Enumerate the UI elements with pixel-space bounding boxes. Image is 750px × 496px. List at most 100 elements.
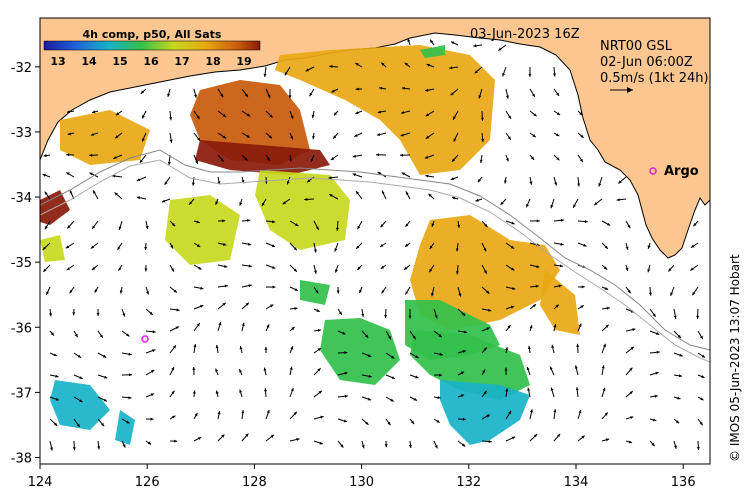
current-vector-head [65,245,70,249]
current-vector-head [126,420,130,424]
current-vector-head [333,135,337,139]
current-vector-head [629,391,633,395]
current-vector-head [270,434,274,438]
current-vector-head [320,415,324,419]
current-vector-head [508,115,511,119]
current-vector-head [90,133,95,136]
current-vector-head [413,397,417,401]
current-vector-head [263,367,267,371]
sst-patch [195,140,330,175]
current-vector-head [678,374,683,378]
current-vector-head [404,266,408,270]
current-vector-head [559,264,563,268]
current-vector-head [579,112,583,116]
current-vector-head [484,223,488,228]
current-vector-head [507,325,511,329]
current-vector-head [293,247,297,251]
current-vector-head [656,332,660,335]
current-vector-head [340,444,344,448]
current-vector-head [576,343,580,347]
current-vector-head [198,437,202,440]
current-vector-head [92,225,96,229]
current-vector-head [580,134,584,138]
current-vector-head [244,93,248,98]
y-axis: -32 -33 -34 -35 -36 -37 -38 [11,61,40,466]
current-vector-head [315,226,319,230]
x-tick-label: 126 [135,475,160,490]
current-vector-head [654,394,658,398]
current-vector-head [146,291,149,295]
current-vector-head [405,243,409,247]
current-vector-head [215,368,219,372]
current-vector-head [215,344,219,349]
current-vector-head [313,249,317,253]
current-vector-head [527,387,531,391]
current-vector-head [606,306,610,310]
current-vector-head [343,419,347,423]
current-vector-head [104,375,108,379]
current-vector-head [488,440,492,443]
current-vector-head [478,95,482,99]
x-tick-label: 130 [349,475,374,490]
current-vector-head [91,267,96,271]
current-vector-head [604,412,608,416]
current-vector-head [307,179,311,183]
current-vector-head [224,284,228,288]
current-vector-head [400,153,404,157]
current-vector-head [122,444,126,448]
current-vector-head [294,307,298,310]
current-vector-head [152,330,156,334]
current-vector-head [408,315,412,319]
current-vector-head [550,204,554,209]
current-vector-head [412,336,416,340]
current-vector-head [171,223,176,227]
current-vector-head [451,196,456,200]
current-vector-head [483,248,487,252]
current-vector-head [365,421,369,425]
current-vector-head [66,267,70,271]
current-vector-head [479,159,483,163]
current-vector-head [486,327,490,331]
current-vector-head [191,182,195,186]
current-vector-head [628,440,633,444]
current-vector-head [291,327,295,331]
current-vector-head [630,346,634,350]
current-vector-head [401,86,406,90]
current-vector-head [388,336,391,340]
map-date: 03-Jun-2023 16Z [470,27,580,42]
current-time: 02-Jun 06:00Z [600,55,693,70]
current-vector-head [96,312,100,316]
current-vector-head [94,289,98,293]
current-vector-head [431,293,434,297]
current-vector-head [224,264,228,268]
current-vector-head [359,289,362,294]
current-vector-head [217,411,221,415]
y-tick-label: -34 [11,191,32,206]
current-vector-head [504,180,507,184]
current-vector-head [245,433,249,437]
current-vector-head [293,268,297,272]
current-vector-head [462,350,466,353]
current-vector-head [128,396,132,400]
current-vector-head [458,293,462,297]
current-vector-head [330,157,335,160]
current-vector-head [533,113,537,117]
current-vector-head [355,87,359,91]
current-vector-head [451,41,455,45]
current-vector-head [72,312,76,316]
current-vector-head [679,353,683,357]
current-vector-head [357,266,361,270]
current-vector-head [169,139,173,143]
current-vector-head [174,439,178,443]
argo-marker [649,167,657,175]
current-vector-head [55,397,59,401]
current-vector-head [318,390,322,394]
current-vector-head [46,291,49,295]
current-vector-head [473,44,477,48]
sst-patch [275,45,495,175]
current-vector-head [367,354,372,357]
current-vector-head [510,305,515,309]
current-vector-head [102,354,107,358]
current-vector-head [215,201,219,205]
current-vector-head [530,409,533,413]
